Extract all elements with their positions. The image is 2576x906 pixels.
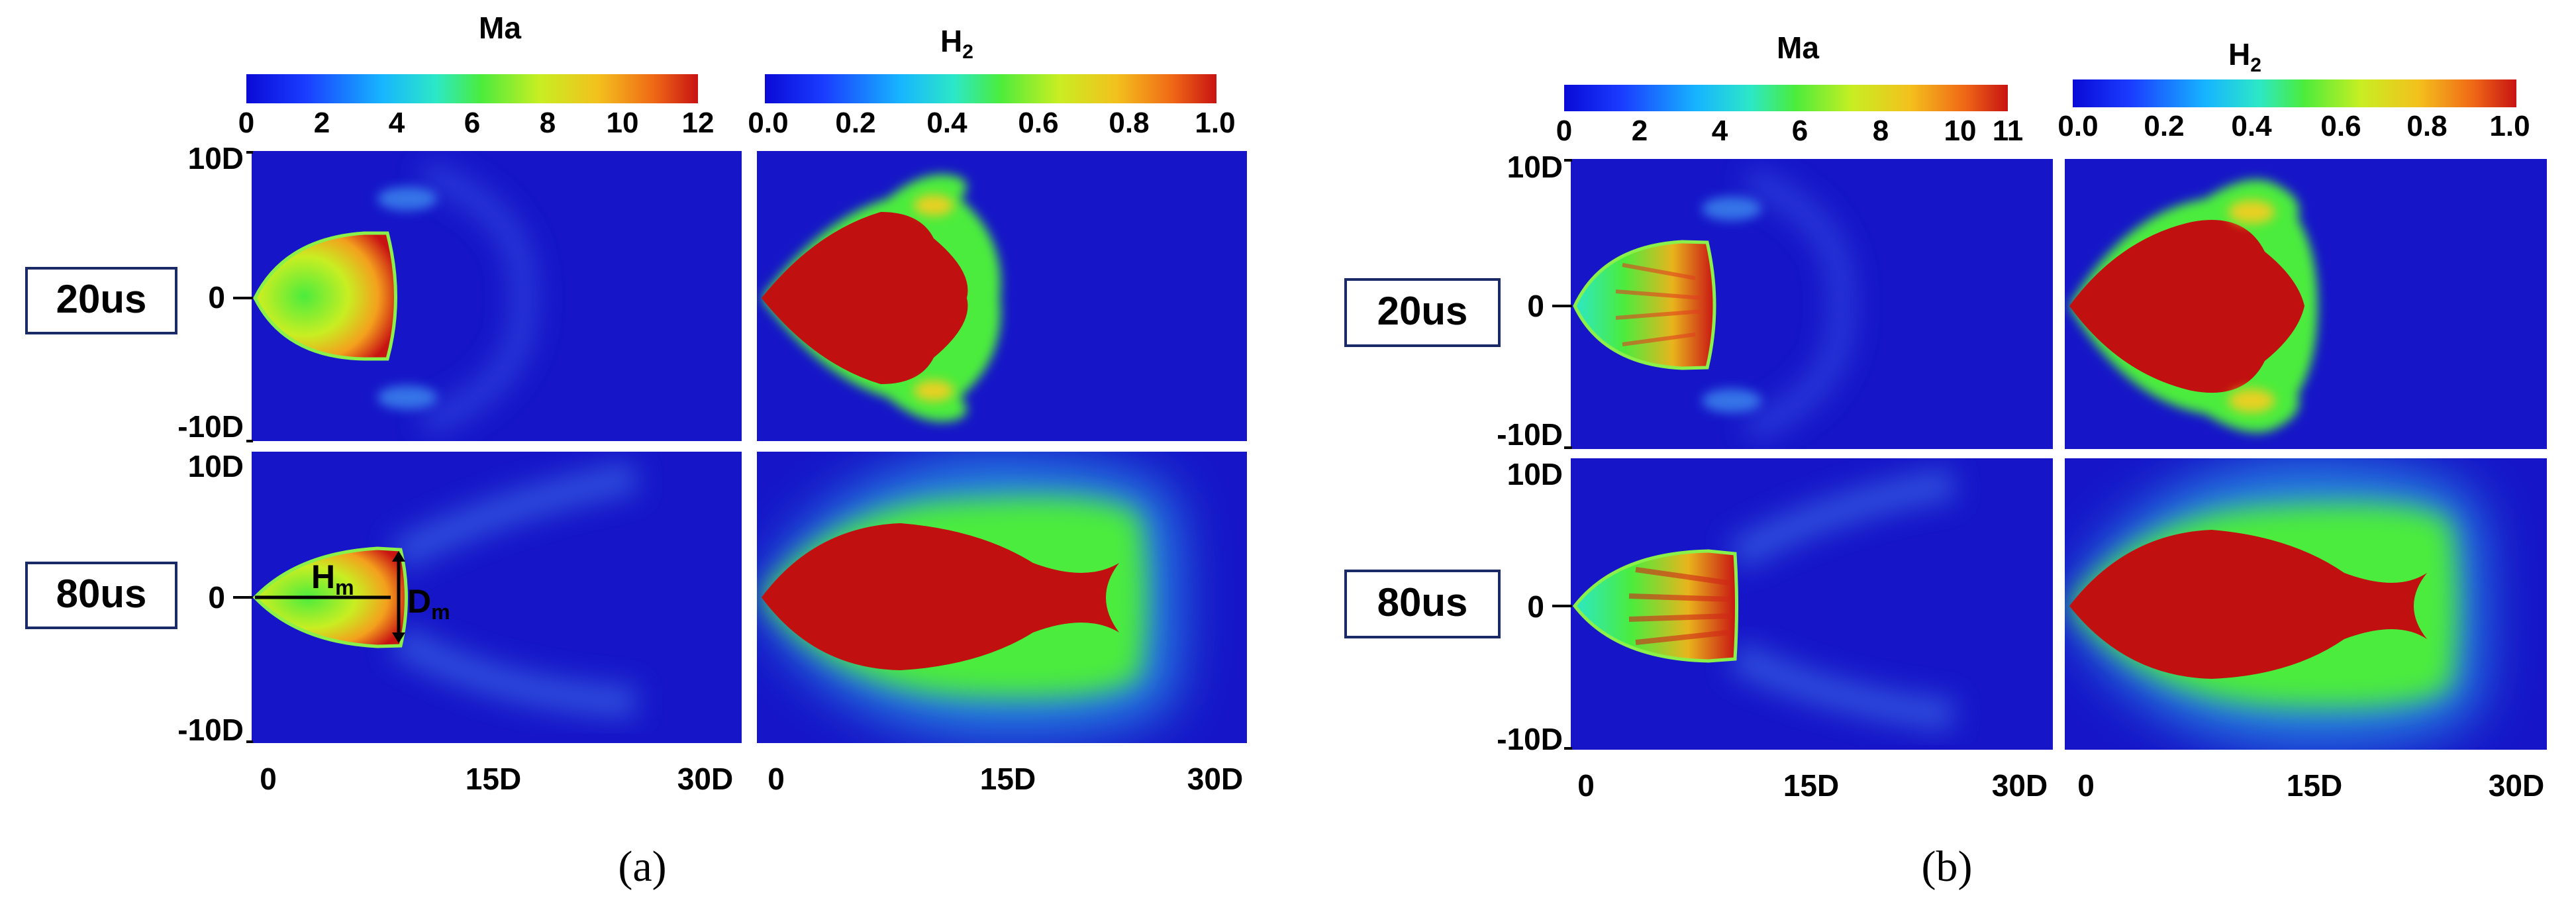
y-tick: -10D (1497, 417, 1563, 452)
h2-plot-20us (2065, 159, 2547, 449)
ma-tick: 0 (1556, 115, 1572, 147)
x-tick: 15D (2287, 768, 2342, 803)
time-label-80us: 80us (56, 572, 147, 616)
y-tick: 10D (188, 449, 244, 483)
h2-colorbar (2073, 79, 2516, 107)
time-label-20us: 20us (1377, 289, 1468, 333)
x-tick: 0 (1577, 768, 1595, 803)
x-tick: 15D (980, 762, 1036, 796)
h2-tick: 0.0 (748, 107, 788, 139)
y-tick: 0 (208, 280, 225, 315)
ma-colorbar (1564, 85, 2008, 111)
y-tick: 10D (188, 141, 244, 176)
y-axis-a: 10D 0 -10D 10D 0 -10D (177, 141, 244, 747)
ma-plot-80us: Hm Dm (252, 452, 742, 743)
ma-tick: 6 (1792, 115, 1808, 147)
ma-plot-20us (1571, 159, 2053, 449)
ma-tick: 10 (607, 107, 639, 139)
x-tick: 15D (1783, 768, 1839, 803)
y-tick: -10D (177, 713, 244, 747)
panel-a: Ma 0 2 4 6 8 10 12 H2 0.0 0.2 0.4 0.6 0.… (26, 11, 1253, 891)
ma-colorbar-ticks: 0 2 4 6 8 10 12 (238, 107, 715, 139)
h2-plot-80us (2065, 458, 2547, 750)
h2-tick: 0.2 (835, 107, 875, 139)
ma-colorbar (246, 74, 698, 103)
x-axis-b: 0 15D 30D 0 15D 30D (1577, 768, 2544, 803)
h2-colorbar (765, 74, 1216, 103)
x-axis-a: 0 15D 30D 0 15D 30D (260, 762, 1243, 796)
ma-tick: 12 (682, 107, 715, 139)
h2-tick: 0.0 (2057, 110, 2098, 142)
time-label-20us: 20us (56, 277, 147, 321)
x-tick: 30D (2489, 768, 2544, 803)
ma-colorbar-title: Ma (479, 11, 521, 45)
row-separator (1564, 449, 2551, 457)
h2-colorbar-title: H2 (2228, 37, 2261, 76)
y-tick: -10D (177, 409, 244, 444)
y-tick: 0 (208, 580, 225, 615)
y-axis-b: 10D 0 -10D 10D 0 -10D (1497, 150, 1563, 756)
h2-tick: 0.8 (2406, 110, 2447, 142)
h2-colorbar-ticks: 0.0 0.2 0.4 0.6 0.8 1.0 (748, 107, 1235, 139)
h2-plot-80us (757, 452, 1247, 743)
x-tick: 0 (768, 762, 785, 796)
ma-tick: 4 (389, 107, 405, 139)
ma-plot-20us (252, 151, 742, 441)
time-label-80us: 80us (1377, 580, 1468, 625)
ma-colorbar-title: Ma (1777, 30, 1819, 65)
h2-tick: 0.6 (2320, 110, 2361, 142)
x-tick: 30D (1992, 768, 2048, 803)
h2-tick: 0.2 (2144, 110, 2184, 142)
h2-tick: 0.8 (1109, 107, 1149, 139)
y-tick: 0 (1527, 289, 1544, 323)
caption-b: (b) (1922, 842, 1973, 891)
y-tick: 10D (1507, 150, 1563, 184)
x-tick: 15D (466, 762, 521, 796)
y-tick: -10D (1497, 722, 1563, 756)
ma-tick: 0 (238, 107, 254, 139)
y-tick: 10D (1507, 457, 1563, 491)
ma-tick: 6 (464, 107, 480, 139)
h2-tick: 0.6 (1018, 107, 1058, 139)
h2-colorbar-ticks: 0.0 0.2 0.4 0.6 0.8 1.0 (2057, 110, 2530, 142)
y-tick: 0 (1527, 589, 1544, 624)
ma-colorbar-ticks: 0 2 4 6 8 10 11 (1556, 115, 2024, 147)
panel-b: Ma 0 2 4 6 8 10 11 H2 0.0 0.2 0.4 0.6 0.… (1346, 30, 2551, 891)
h2-tick: 0.4 (2231, 110, 2272, 142)
x-tick: 0 (2077, 768, 2095, 803)
ma-tick: 8 (540, 107, 556, 139)
ma-tick: 2 (314, 107, 330, 139)
ma-tick: 8 (1873, 115, 1889, 147)
caption-a: (a) (618, 842, 666, 891)
ma-tick: 11 (1993, 115, 2024, 147)
h2-tick: 0.4 (926, 107, 967, 139)
x-tick: 30D (677, 762, 733, 796)
ma-tick: 2 (1632, 115, 1648, 147)
ma-plot-80us (1571, 458, 2053, 750)
row-separator (246, 442, 1253, 450)
h2-tick: 1.0 (2489, 110, 2530, 142)
h2-tick: 1.0 (1195, 107, 1235, 139)
ma-tick: 10 (1944, 115, 1977, 147)
x-tick: 0 (260, 762, 277, 796)
ma-tick: 4 (1712, 115, 1728, 147)
h2-colorbar-title: H2 (940, 24, 973, 63)
x-tick: 30D (1187, 762, 1243, 796)
h2-plot-20us (757, 151, 1247, 441)
